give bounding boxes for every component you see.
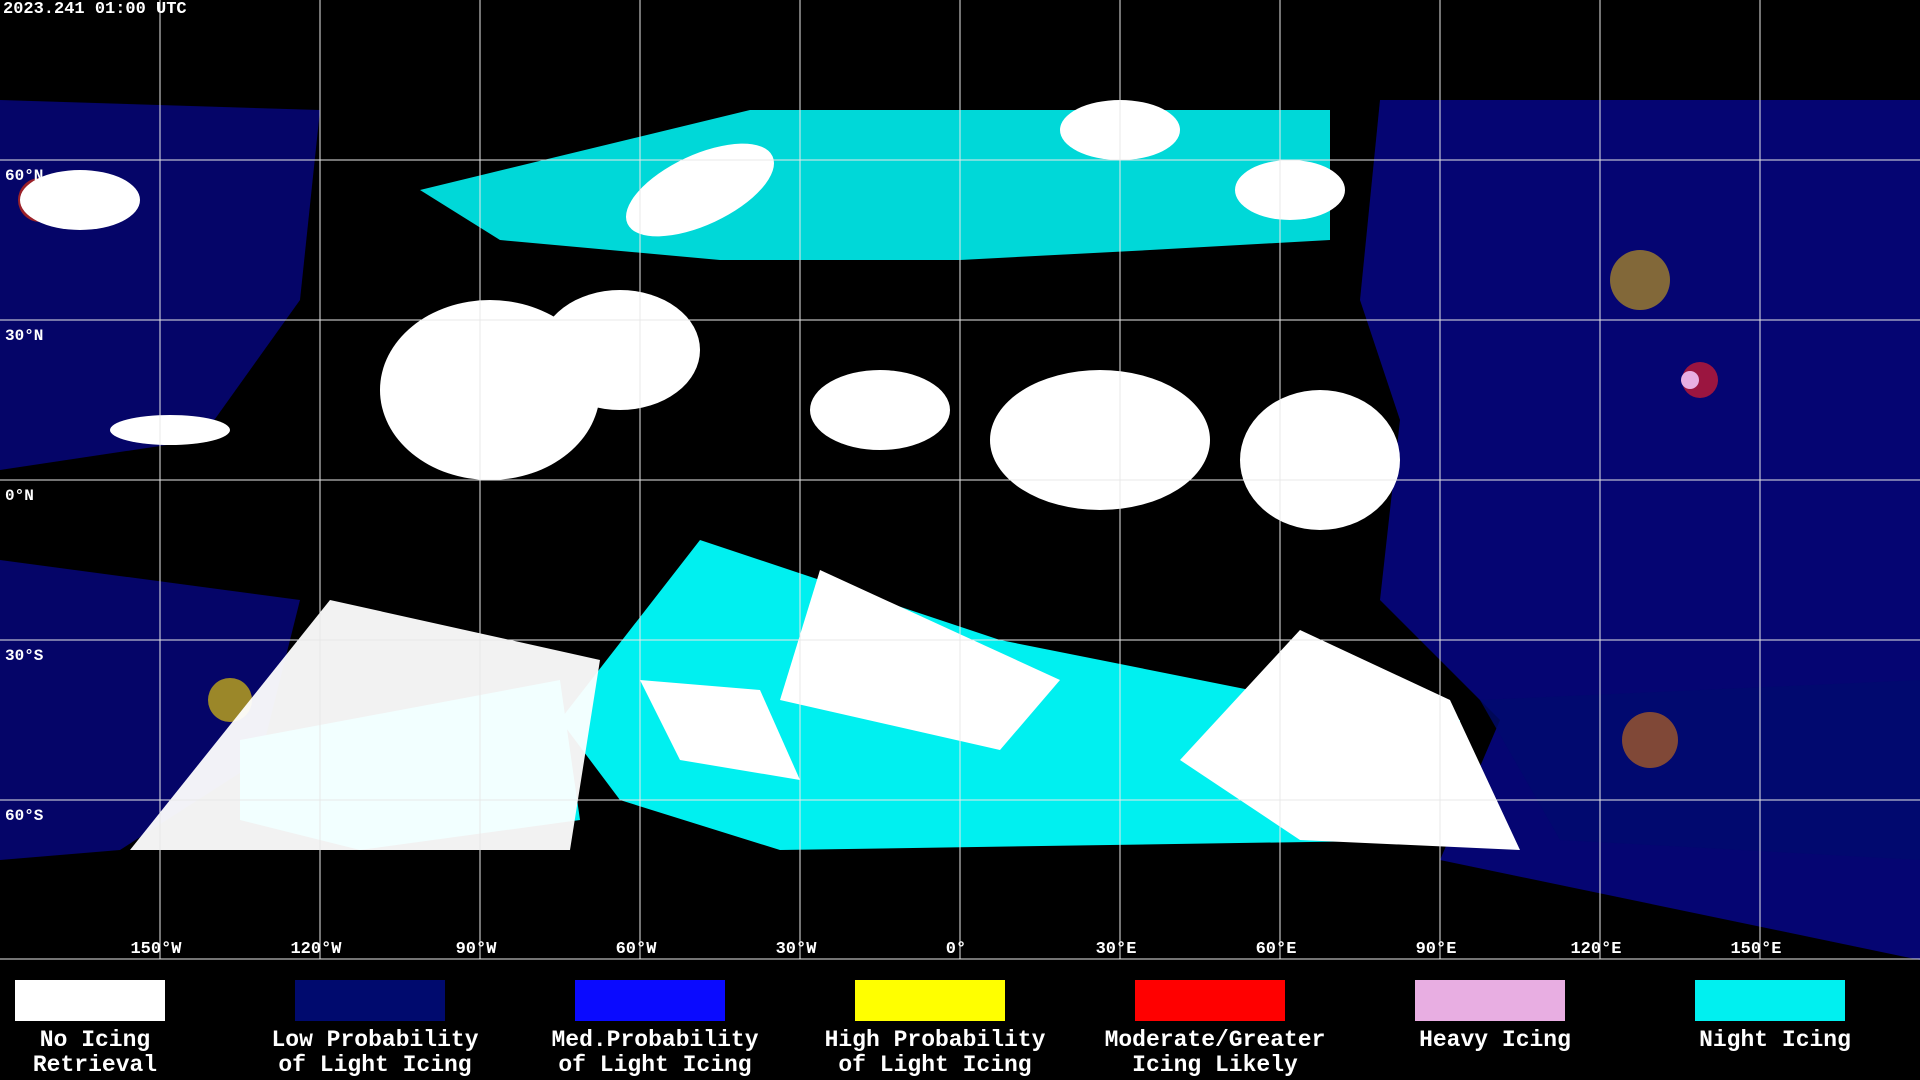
- legend-swatch: [15, 980, 165, 1021]
- legend-label: Icing Likely: [1132, 1052, 1298, 1078]
- legend-label: of Light Icing: [278, 1052, 471, 1078]
- white-cloud: [20, 170, 140, 230]
- longitude-label: 120°E: [1570, 940, 1621, 959]
- white-cloud: [626, 143, 774, 237]
- legend-label: of Light Icing: [838, 1052, 1031, 1078]
- legend-label: Moderate/Greater: [1105, 1027, 1326, 1053]
- latitude-label: 60°S: [5, 807, 44, 825]
- yellow-patch: [1622, 712, 1678, 768]
- legend-label: Low Probability: [271, 1027, 478, 1053]
- white-cloud: [990, 370, 1210, 510]
- longitude-label: 90°W: [456, 940, 498, 959]
- longitude-label: 120°W: [290, 940, 342, 959]
- yellow-patch: [1610, 250, 1670, 310]
- latitude-label: 30°N: [5, 327, 43, 345]
- longitude-label: 150°E: [1730, 940, 1781, 959]
- white-cloud: [1240, 390, 1400, 530]
- legend-label: Night Icing: [1699, 1027, 1851, 1053]
- blue-region: [0, 560, 300, 860]
- latitude-label: 30°S: [5, 647, 44, 665]
- timestamp: 2023.241 01:00 UTC: [3, 0, 187, 19]
- red-patch: [1682, 362, 1718, 398]
- longitude-label: 60°E: [1256, 940, 1297, 959]
- graticule-labels: 60°N 30°N 0°N 30°S 60°S 150°W 120°W 90°W 60°W 30°…: [5, 167, 1782, 959]
- white-cloud: [1235, 160, 1345, 220]
- longitude-label: 30°W: [776, 940, 818, 959]
- longitude-label: 90°E: [1416, 940, 1457, 959]
- legend-swatch: [575, 980, 725, 1021]
- latitude-label: 0°N: [5, 487, 34, 505]
- white-cloud: [1180, 630, 1520, 850]
- longitude-label: 60°W: [616, 940, 658, 959]
- white-cloud: [810, 370, 950, 450]
- legend-label: Med.Probability: [551, 1027, 758, 1053]
- legend-label: No Icing: [40, 1027, 150, 1053]
- legend-swatch: [1135, 980, 1285, 1021]
- latitude-label: 60°N: [5, 167, 43, 185]
- graticule: [0, 0, 1920, 960]
- white-cloud: [130, 600, 600, 850]
- longitude-label: 0°: [946, 940, 966, 959]
- legend-label: Retrieval: [33, 1052, 157, 1078]
- cloud-field: [0, 100, 1920, 960]
- legend-swatch: [1415, 980, 1565, 1021]
- legend-label: of Light Icing: [558, 1052, 751, 1078]
- white-cloud: [540, 290, 700, 410]
- yellow-patch: [208, 678, 252, 722]
- longitude-label: 30°E: [1096, 940, 1137, 959]
- blue-region: [1480, 680, 1920, 860]
- legend-swatch: [855, 980, 1005, 1021]
- white-cloud: [640, 680, 800, 780]
- legend-swatch: [295, 980, 445, 1021]
- white-cloud: [110, 415, 230, 445]
- white-cloud: [780, 570, 1060, 750]
- legend-label: High Probability: [825, 1027, 1046, 1053]
- legend-swatch: [1695, 980, 1845, 1021]
- heavy-patch: [1681, 371, 1699, 389]
- longitude-label: 150°W: [130, 940, 182, 959]
- legend-label: Heavy Icing: [1419, 1027, 1571, 1053]
